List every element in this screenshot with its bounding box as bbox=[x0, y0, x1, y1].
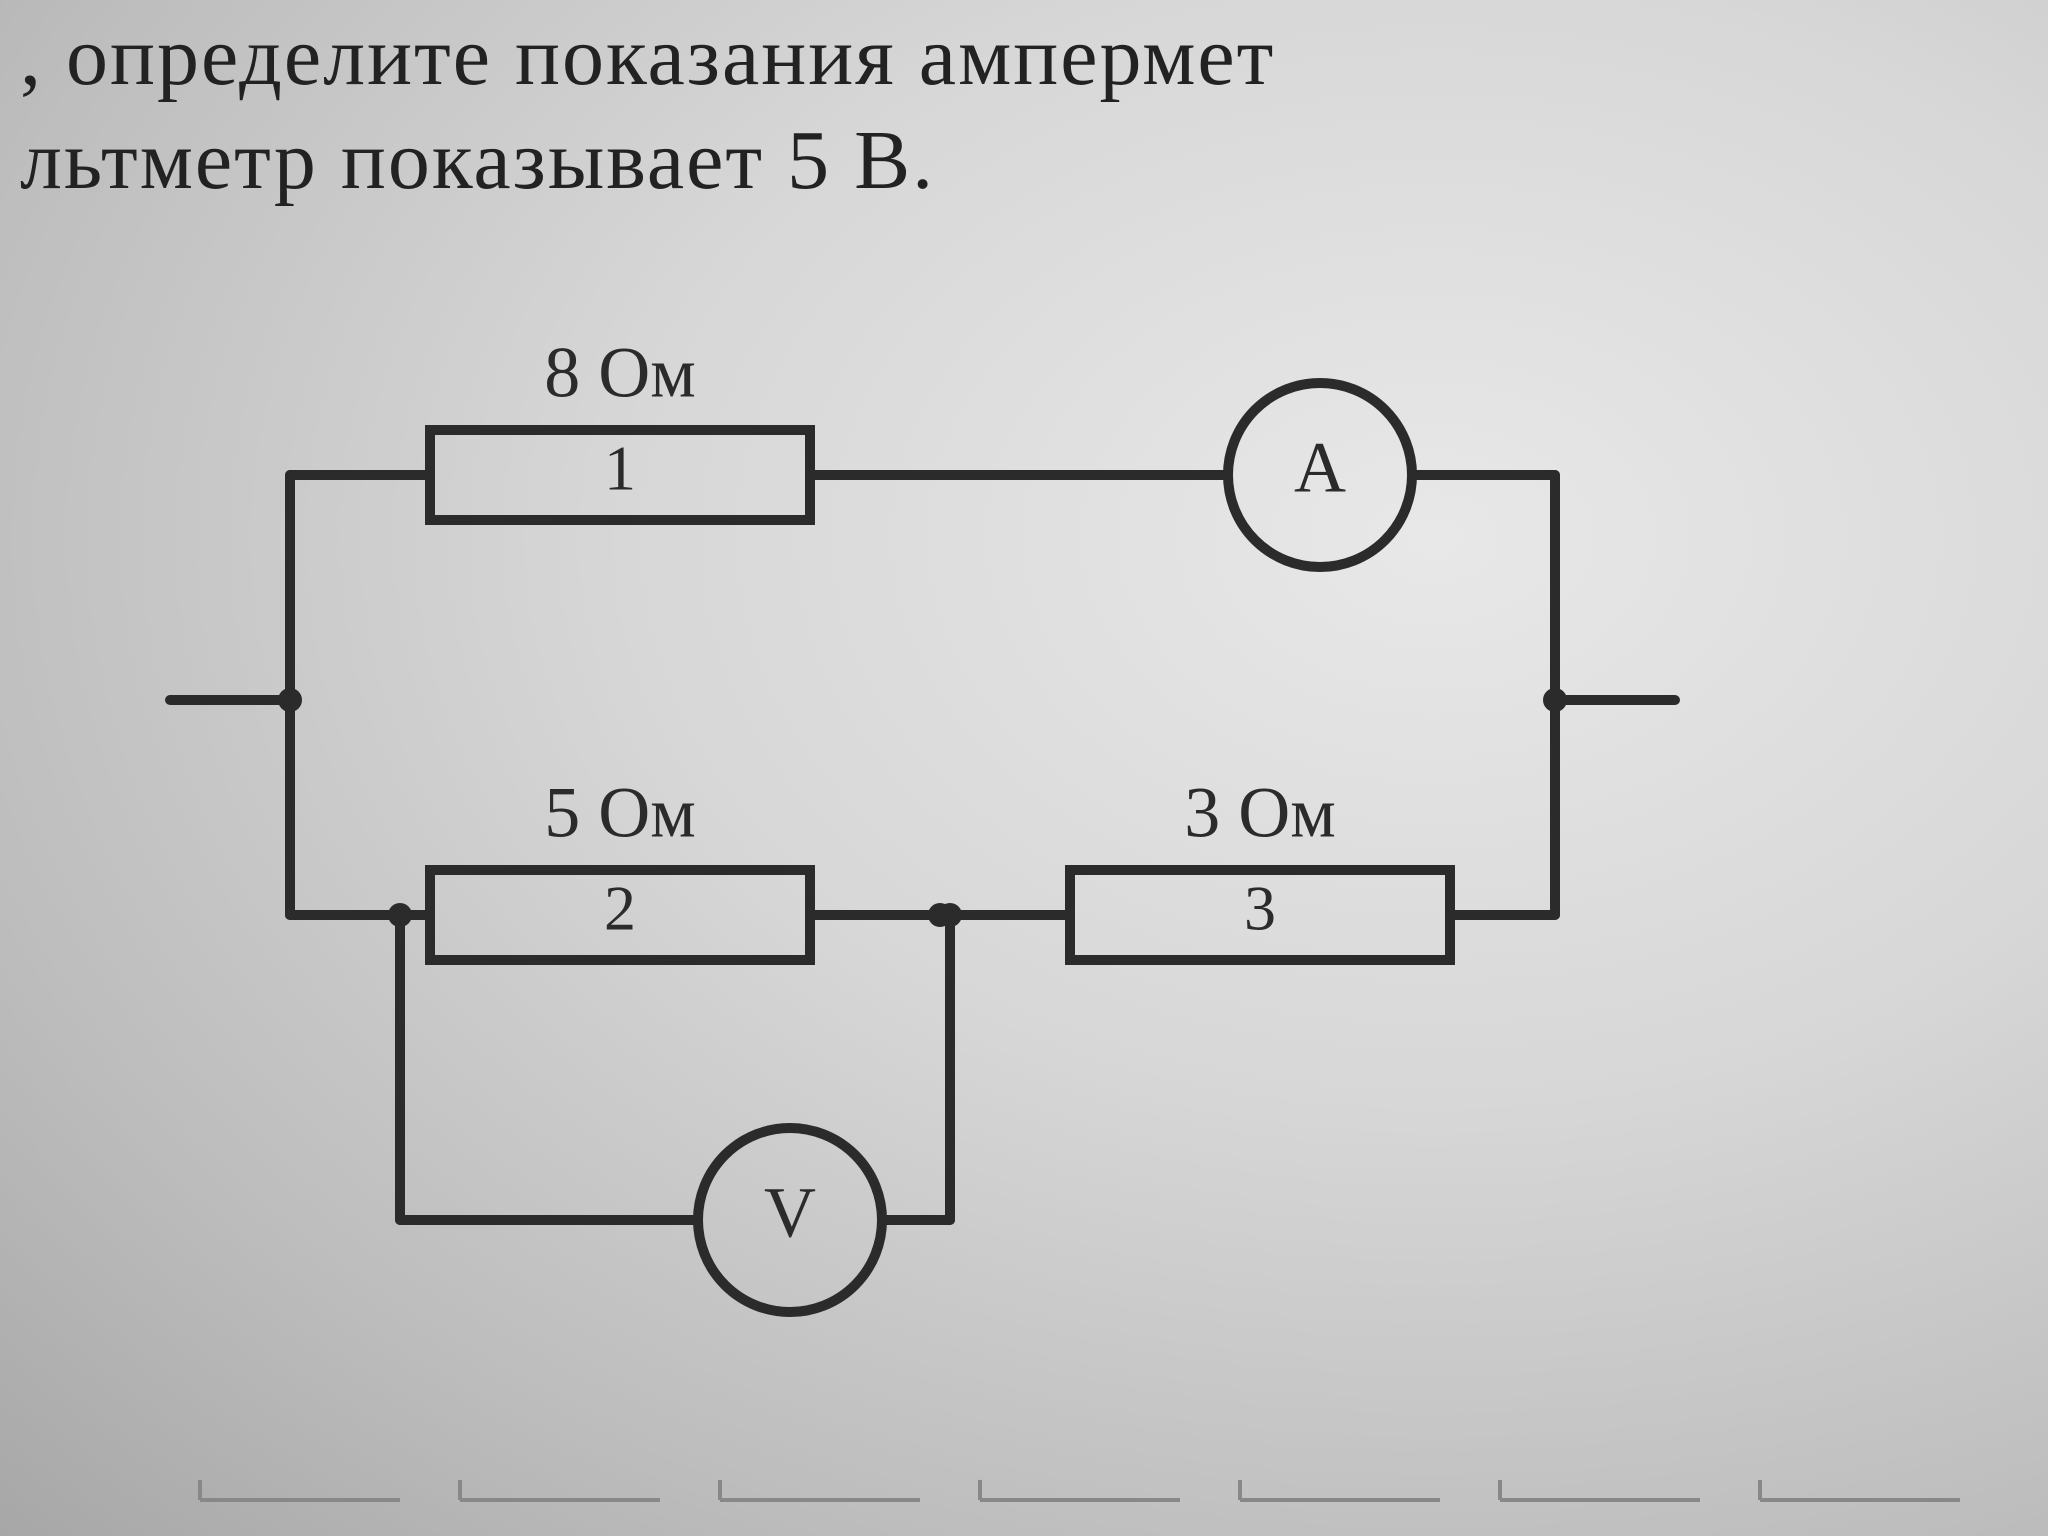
svg-text:3 Ом: 3 Ом bbox=[1184, 773, 1336, 853]
svg-text:5 Ом: 5 Ом bbox=[544, 773, 696, 853]
svg-text:V: V bbox=[764, 1173, 816, 1253]
svg-text:2: 2 bbox=[604, 873, 636, 944]
svg-text:8 Ом: 8 Ом bbox=[544, 333, 696, 413]
svg-text:A: A bbox=[1294, 428, 1346, 508]
svg-text:3: 3 bbox=[1244, 873, 1276, 944]
circuit-diagram: 8 Ом 1 A 5 Ом 2 3 Ом 3 V bbox=[0, 0, 2048, 1536]
svg-text:1: 1 bbox=[604, 433, 636, 504]
